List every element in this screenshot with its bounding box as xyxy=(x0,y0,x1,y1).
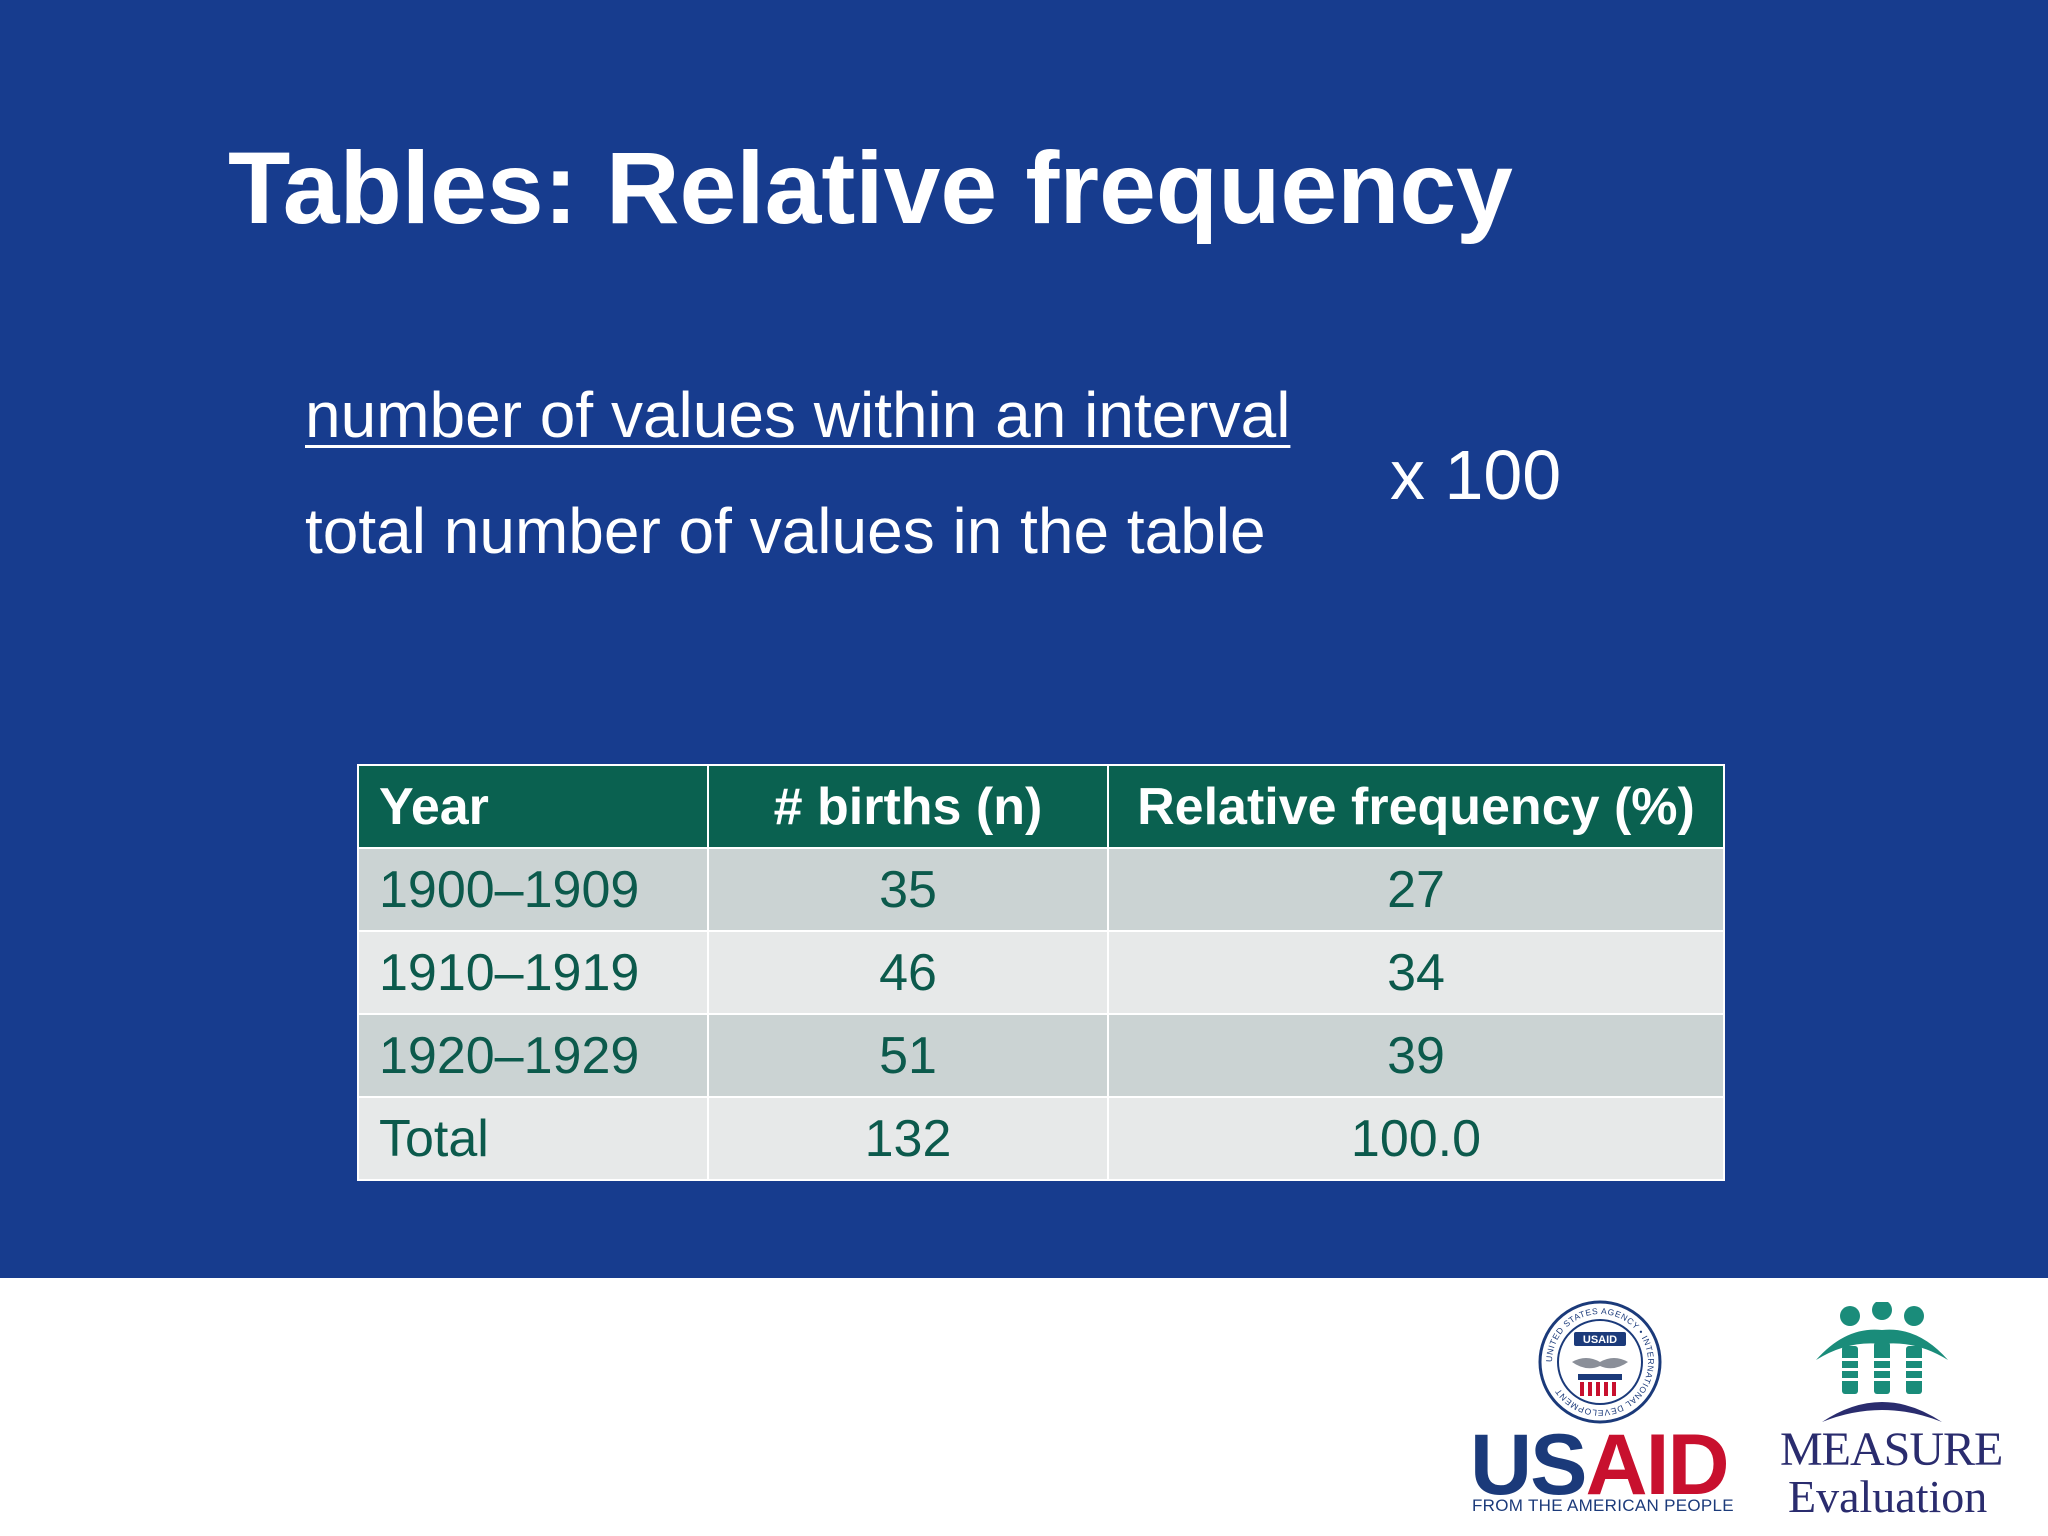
cell-relative-frequency: 34 xyxy=(1107,930,1725,1015)
cell-total-births: 132 xyxy=(707,1096,1109,1181)
table-row: 1910–1919 46 34 xyxy=(357,930,1725,1015)
cell-total-relative-frequency: 100.0 xyxy=(1107,1096,1725,1181)
cell-births: 46 xyxy=(707,930,1109,1015)
footer-logos: USAID UNITED STATES AGENCY • INTERNATION… xyxy=(1460,1290,2020,1530)
cell-relative-frequency: 39 xyxy=(1107,1013,1725,1098)
usaid-word-aid: AID xyxy=(1585,1417,1729,1513)
header-year: Year xyxy=(357,764,709,849)
header-births: # births (n) xyxy=(707,764,1109,849)
usaid-word-us: US xyxy=(1470,1417,1587,1513)
table-total-row: Total 132 100.0 xyxy=(357,1096,1725,1181)
table-row: 1900–1909 35 27 xyxy=(357,847,1725,932)
usaid-seal-icon: USAID UNITED STATES AGENCY • INTERNATION… xyxy=(1538,1300,1662,1424)
cell-relative-frequency: 27 xyxy=(1107,847,1725,932)
cell-total-label: Total xyxy=(357,1096,709,1181)
slide-title: Tables: Relative frequency xyxy=(228,131,1513,245)
measure-people-icon xyxy=(1816,1302,1948,1422)
measure-wordmark: MEASURE xyxy=(1780,1423,2003,1476)
formula-multiplier: x 100 xyxy=(1390,436,1562,514)
usaid-wordmark: USAID xyxy=(1470,1422,1730,1508)
relative-frequency-table: Year # births (n) Relative frequency (%)… xyxy=(357,764,1725,1181)
usaid-tagline: FROM THE AMERICAN PEOPLE xyxy=(1472,1496,1734,1515)
cell-year: 1910–1919 xyxy=(357,930,709,1015)
evaluation-wordmark: Evaluation xyxy=(1788,1471,1988,1522)
cell-births: 51 xyxy=(707,1013,1109,1098)
cell-year: 1920–1929 xyxy=(357,1013,709,1098)
header-relative-frequency: Relative frequency (%) xyxy=(1107,764,1725,849)
formula-numerator: number of values within an interval xyxy=(305,379,1291,451)
cell-year: 1900–1909 xyxy=(357,847,709,932)
seal-label: USAID xyxy=(1583,1334,1617,1346)
formula-denominator: total number of values in the table xyxy=(305,495,1266,567)
cell-births: 35 xyxy=(707,847,1109,932)
table-row: 1920–1929 51 39 xyxy=(357,1013,1725,1098)
table-header-row: Year # births (n) Relative frequency (%) xyxy=(357,764,1725,849)
